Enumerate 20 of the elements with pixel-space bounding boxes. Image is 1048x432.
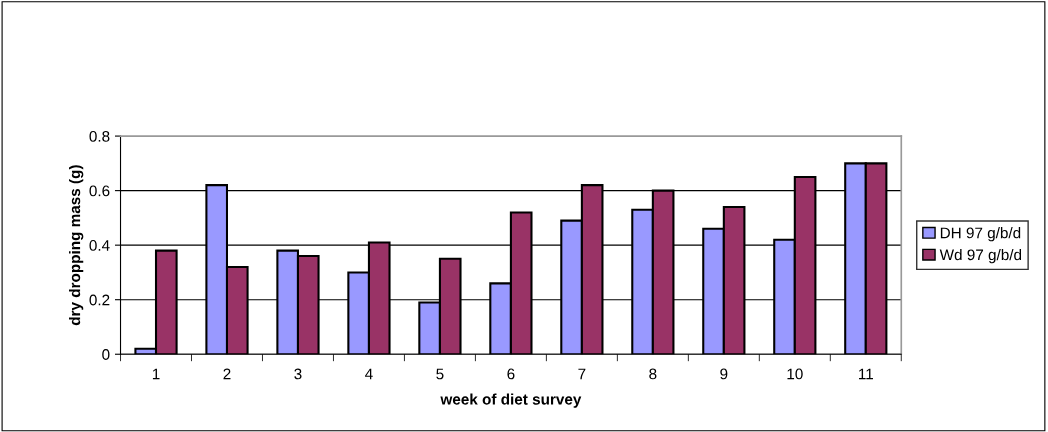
x-tick-label: 5 xyxy=(436,368,444,380)
x-tick-label: 9 xyxy=(720,368,728,380)
x-tick-label: 10 xyxy=(787,368,803,380)
x-tick-label: 7 xyxy=(578,368,586,380)
x-tick-label: 6 xyxy=(507,368,515,380)
y-tick-label: 0 xyxy=(102,349,110,360)
y-tick-label: 0.6 xyxy=(89,185,110,197)
y-axis-title: dry dropping mass (g) xyxy=(69,165,84,326)
x-axis-title: week of diet survey xyxy=(440,393,582,408)
y-tick-label: 0.2 xyxy=(89,294,110,306)
x-tick-label: 2 xyxy=(223,368,231,380)
x-tick-label: 11 xyxy=(859,368,873,380)
x-tick-label: 3 xyxy=(294,368,302,380)
y-tick-label: 0.4 xyxy=(89,240,110,251)
legend-label: DH 97 g/b/d xyxy=(940,227,1021,242)
x-tick-label: 4 xyxy=(365,368,373,380)
y-tick-label: 0.8 xyxy=(89,130,110,142)
legend-label: Wd 97 g/b/d xyxy=(939,248,1022,264)
x-tick-label: 8 xyxy=(649,368,657,380)
x-tick-label: 1 xyxy=(152,368,160,380)
